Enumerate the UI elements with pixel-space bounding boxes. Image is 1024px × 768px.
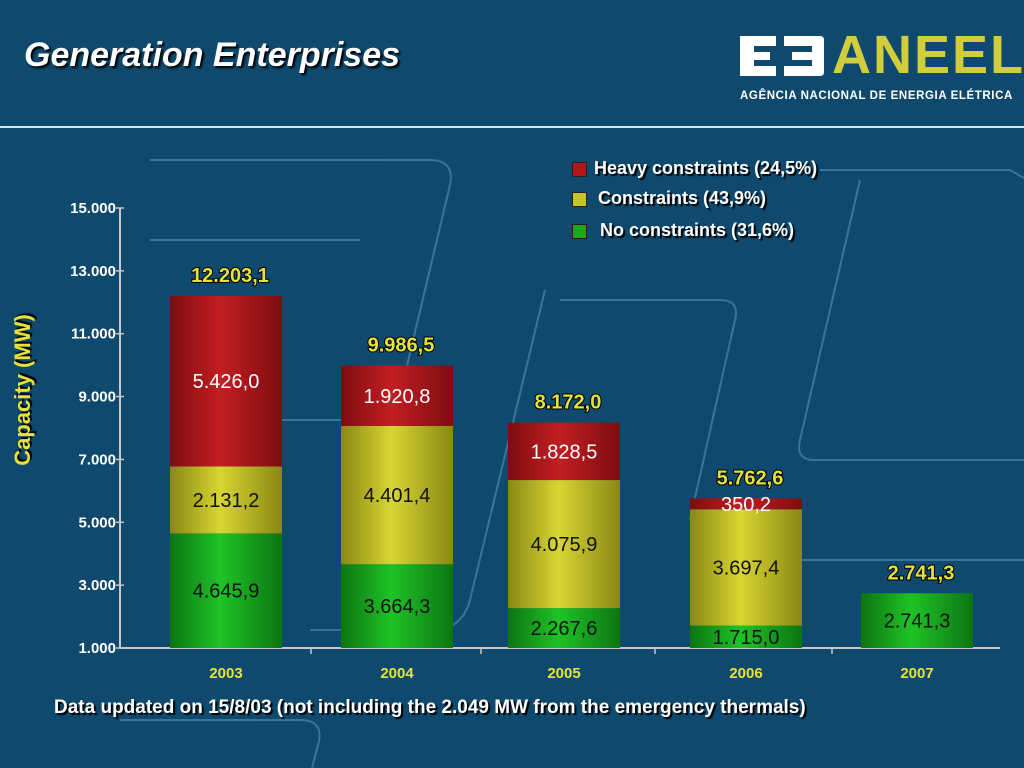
segment-value-label: 4.075,9 xyxy=(531,534,598,556)
bar-segment-constraints-2006 xyxy=(690,509,802,626)
bar-total-label: 8.172,0 xyxy=(535,392,602,414)
chart-labels: 4.645,9 2.131,2 5.426,0 12.203,1 2003 3.664,3… xyxy=(190,264,955,682)
x-tick-label: 2005 xyxy=(547,665,580,682)
bar-total-label: 2.741,3 xyxy=(888,562,955,584)
aneel-logo-icon xyxy=(740,36,824,76)
logo-wordmark: ANEEL xyxy=(832,25,1024,85)
bar-segment-no-constraints-2003 xyxy=(170,533,282,648)
segment-value-label: 1.828,5 xyxy=(531,441,598,463)
segment-value-label: 4.401,4 xyxy=(364,485,431,507)
y-tick-label: 13.000 xyxy=(70,263,116,280)
y-tick-label: 9.000 xyxy=(78,389,116,406)
bar-total-label: 9.986,5 xyxy=(368,335,435,357)
legend-label: Constraints (43,9%) xyxy=(598,188,767,208)
chart-bars xyxy=(170,295,973,648)
bar-total-label: 5.762,6 xyxy=(717,467,784,489)
x-tick-label: 2003 xyxy=(209,665,242,682)
bar-segment-heavy-constraints-2006 xyxy=(690,498,802,510)
bar-segment-no-constraints-2007 xyxy=(861,593,973,648)
segment-value-label: 2.741,3 xyxy=(884,611,951,633)
segment-value-label: 5.426,0 xyxy=(193,371,260,393)
segment-value-label: 350,2 xyxy=(721,494,771,516)
legend-label: No constraints (31,6%) xyxy=(600,220,795,240)
segment-value-label: 1.715,0 xyxy=(713,627,780,649)
x-tick-label: 2004 xyxy=(380,665,414,682)
legend-swatch-heavy xyxy=(572,162,587,177)
bar-total-label: 12.203,1 xyxy=(191,265,269,287)
bar-segment-no-constraints-2005 xyxy=(508,608,620,648)
y-tick-label: 7.000 xyxy=(78,451,116,468)
y-tick-label: 11.000 xyxy=(71,326,116,343)
legend-swatch-constraints xyxy=(572,192,587,207)
segment-value-label: 3.664,3 xyxy=(364,596,431,618)
bar-segment-heavy-constraints-2005 xyxy=(508,422,620,481)
segment-value-label: 2.267,6 xyxy=(531,618,598,640)
legend-label: Heavy constraints (24,5%) xyxy=(594,158,818,178)
x-tick-label: 2006 xyxy=(729,665,762,682)
y-tick-label: 15.000 xyxy=(70,200,116,217)
segment-value-label: 1.920,8 xyxy=(364,386,431,408)
bar-segment-constraints-2005 xyxy=(508,480,620,609)
segment-value-label: 3.697,4 xyxy=(713,557,780,579)
y-tick-label: 1.000 xyxy=(78,640,116,657)
footnote: Data updated on 15/8/03 (not including t… xyxy=(54,697,806,718)
segment-value-label: 4.645,9 xyxy=(193,581,260,603)
logo-subtitle: AGÊNCIA NACIONAL DE ENERGIA ELÉTRICA xyxy=(740,90,1013,102)
y-tick-label: 5.000 xyxy=(78,514,116,531)
x-tick-label: 2007 xyxy=(900,665,933,682)
bar-segment-constraints-2004 xyxy=(341,425,453,565)
header-divider xyxy=(0,126,1024,128)
bar-segment-no-constraints-2004 xyxy=(341,564,453,648)
bar-segment-constraints-2003 xyxy=(170,466,282,534)
page-title: Generation Enterprises xyxy=(24,36,401,74)
bar-segment-heavy-constraints-2003 xyxy=(170,295,282,467)
bar-segment-no-constraints-2006 xyxy=(690,625,802,648)
bar-segment-heavy-constraints-2004 xyxy=(341,365,453,426)
legend-swatch-no-constraints xyxy=(572,224,587,239)
aneel-logo: ANEEL AGÊNCIA NACIONAL DE ENERGIA ELÉTRI… xyxy=(736,26,1023,106)
y-tick-label: 3.000 xyxy=(78,577,116,594)
segment-value-label: 2.131,2 xyxy=(193,490,260,512)
